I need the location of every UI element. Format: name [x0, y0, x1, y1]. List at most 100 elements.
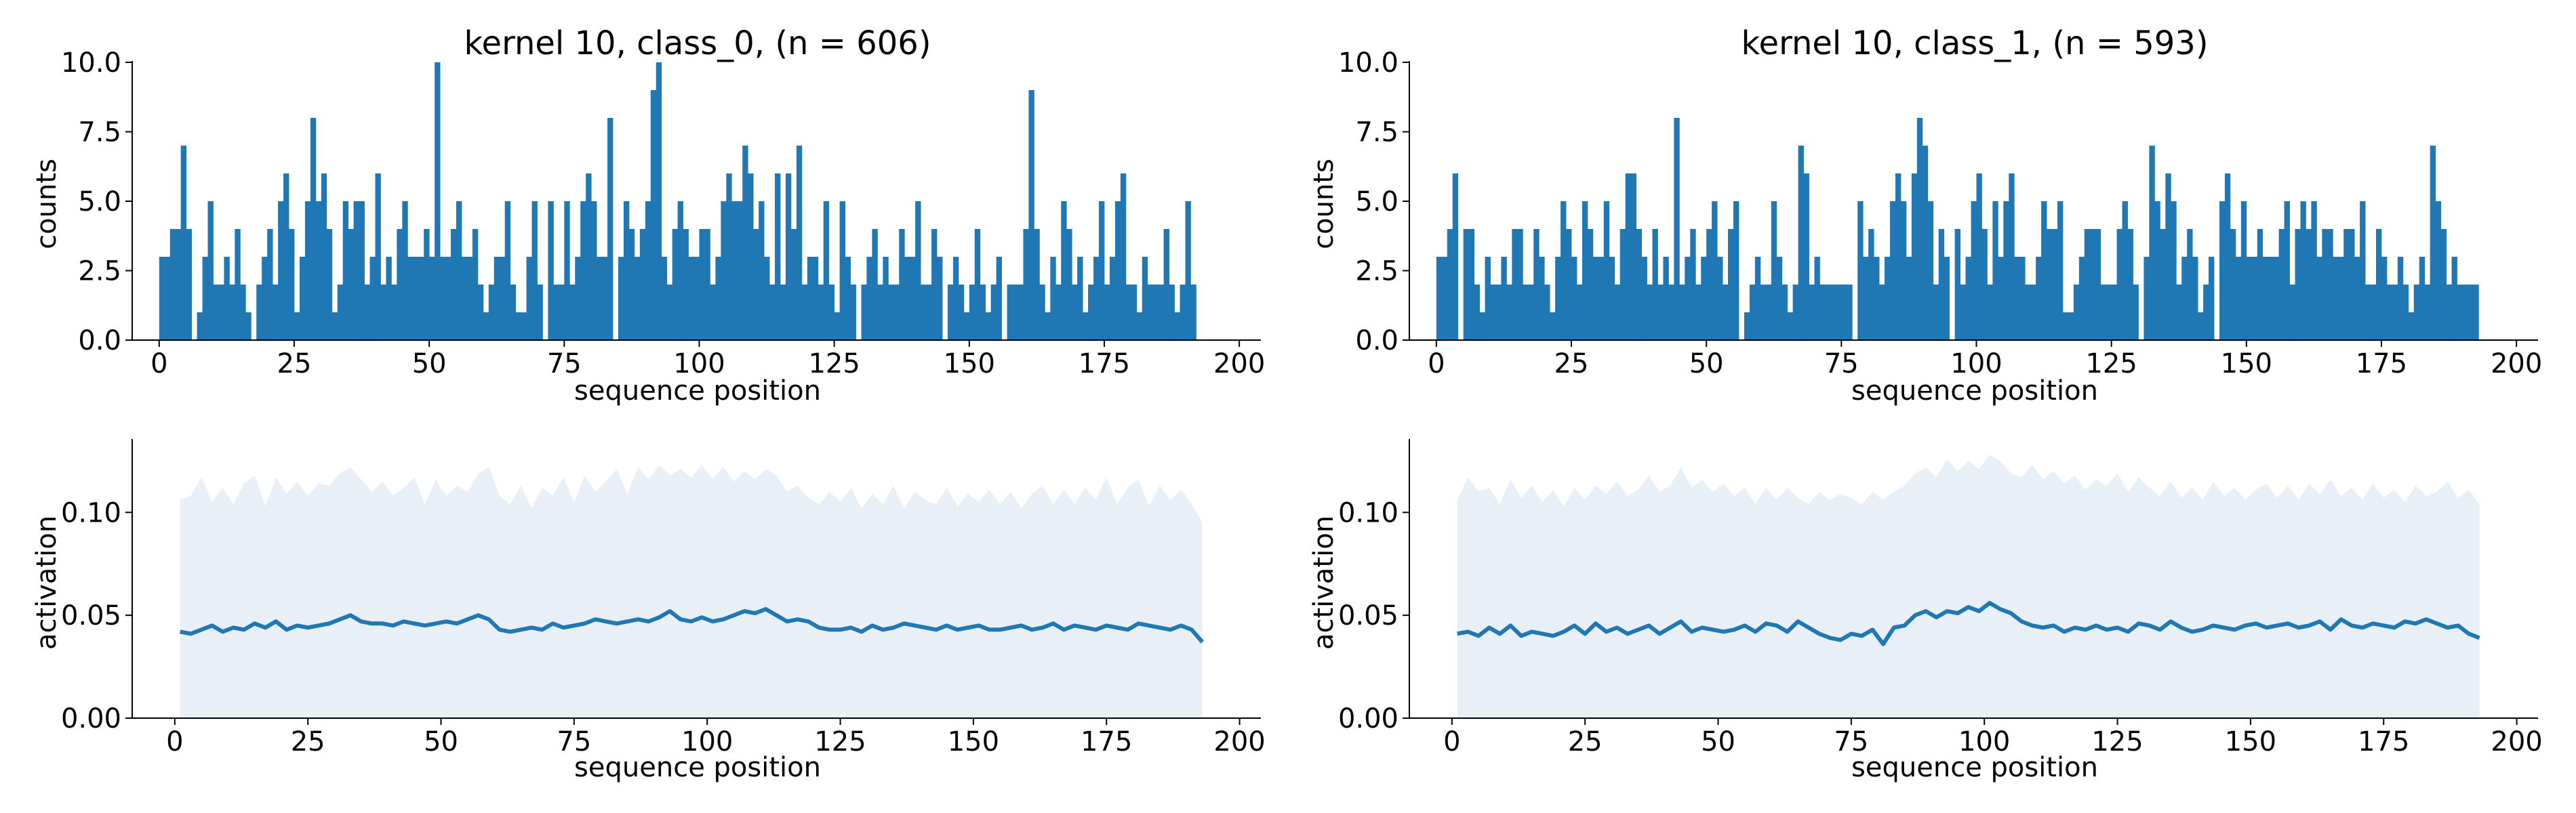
- histogram-bar: [2003, 201, 2009, 340]
- histogram-bar: [1099, 201, 1105, 340]
- histogram-bar: [1712, 201, 1718, 340]
- histogram-bar: [1447, 229, 1453, 340]
- histogram-bar: [1441, 257, 1448, 340]
- histogram-bar: [1045, 312, 1051, 340]
- histogram-bar: [553, 285, 559, 340]
- histogram-bar: [2160, 229, 2166, 340]
- histogram-bar: [737, 201, 743, 340]
- histogram-bar: [2127, 229, 2133, 340]
- histogram-bar: [677, 201, 683, 340]
- histogram-bar: [2278, 229, 2285, 340]
- x-tick-label: 200: [2491, 726, 2542, 757]
- histogram-bar: [413, 257, 419, 340]
- histogram-bar: [273, 285, 279, 340]
- histogram-bar: [666, 285, 673, 340]
- histogram-bar: [326, 229, 333, 340]
- histogram-bar: [1125, 285, 1132, 340]
- histogram-bar: [1190, 285, 1196, 340]
- histogram-bar: [1847, 285, 1853, 340]
- histogram-bar: [2289, 285, 2295, 340]
- histogram-bar: [704, 229, 710, 340]
- histogram-bar: [769, 285, 776, 340]
- histogram-bar: [1668, 285, 1674, 340]
- activation-band: [180, 465, 1203, 718]
- histogram-bar: [1436, 257, 1443, 340]
- histogram-bar: [1890, 201, 1896, 340]
- histogram-bar: [488, 285, 495, 340]
- panel-class-0-activation: sequence position activation 0 25 50 75 100 1…: [31, 439, 1266, 783]
- histogram-bar: [1723, 285, 1729, 340]
- histogram-bar: [2462, 285, 2468, 340]
- histogram-bar: [2078, 257, 2085, 340]
- histogram-bar: [921, 285, 927, 340]
- histogram-bar: [2273, 257, 2280, 340]
- histogram-bar: [2036, 257, 2042, 340]
- histogram-bar: [607, 118, 613, 340]
- histogram-bar: [1555, 257, 1561, 340]
- histogram-bar: [2009, 173, 2015, 340]
- histogram-bar: [256, 285, 262, 340]
- x-tick-label: 175: [2356, 348, 2407, 379]
- histogram-bar: [1479, 312, 1485, 340]
- histogram-bar: [2073, 285, 2080, 340]
- histogram-bar: [710, 285, 716, 340]
- histogram-bar: [866, 257, 872, 340]
- histogram-bar: [1468, 229, 1474, 340]
- histogram-bar: [1587, 229, 1594, 340]
- histogram-bar: [2457, 285, 2463, 340]
- histogram-bar: [1825, 285, 1831, 340]
- histogram-bar: [1976, 173, 1982, 340]
- histogram-bar: [2316, 257, 2322, 340]
- histogram-bar: [1906, 257, 1912, 340]
- histogram-bar: [839, 201, 845, 340]
- histogram-bar: [812, 257, 819, 340]
- histogram-bar: [1754, 257, 1761, 340]
- histogram-bar: [2424, 285, 2431, 340]
- histogram-bar: [1136, 312, 1143, 340]
- histogram-bar: [780, 285, 786, 340]
- histogram-bar: [1706, 229, 1712, 340]
- histogram-bar: [1992, 201, 1998, 340]
- histogram-bar: [407, 257, 414, 340]
- x-axis-label: sequence position: [1851, 375, 2098, 406]
- histogram-bar: [2030, 285, 2036, 340]
- histogram-bar: [569, 285, 576, 340]
- histogram-bar: [1114, 201, 1121, 340]
- y-tick-label: 5.0: [1355, 186, 1398, 217]
- histogram-bar: [872, 229, 878, 340]
- histogram-bar: [1533, 229, 1539, 340]
- histogram-bar: [1857, 201, 1864, 340]
- histogram-bar: [2338, 257, 2344, 340]
- histogram-bar: [931, 229, 938, 340]
- histogram-bar: [1657, 285, 1664, 340]
- histogram-bar: [2171, 201, 2177, 340]
- histogram-bar: [548, 201, 554, 340]
- histogram-bar: [348, 229, 355, 340]
- x-tick-label: 150: [2225, 726, 2276, 757]
- x-tick-label: 75: [1834, 726, 1868, 757]
- histogram-bar: [1131, 285, 1138, 340]
- histogram-bar: [1836, 285, 1842, 340]
- histogram-bar: [1152, 285, 1159, 340]
- histogram-bar: [531, 201, 538, 340]
- histogram-bar: [2144, 257, 2150, 340]
- histogram-bar: [1701, 257, 1707, 340]
- histogram-bar: [1776, 257, 1783, 340]
- histogram-bar: [759, 201, 765, 340]
- histogram-bar: [639, 229, 646, 340]
- histogram-bar: [440, 257, 446, 340]
- histogram-bar: [1895, 173, 1901, 340]
- histogram-bar: [2133, 285, 2139, 340]
- histogram-bar: [688, 257, 694, 340]
- histogram-bar: [2402, 285, 2409, 340]
- histogram-bar: [240, 285, 246, 340]
- histogram-bar: [564, 201, 570, 340]
- histogram-bar: [2198, 312, 2204, 340]
- histogram-bar: [2240, 201, 2247, 340]
- y-axis-label: counts: [31, 159, 62, 249]
- histogram-bar: [2376, 229, 2382, 340]
- histogram-bar: [1012, 285, 1018, 340]
- y-tick-label: 0.10: [61, 497, 121, 528]
- y-tick-label: 0.00: [61, 703, 121, 734]
- histogram-bar: [483, 312, 489, 340]
